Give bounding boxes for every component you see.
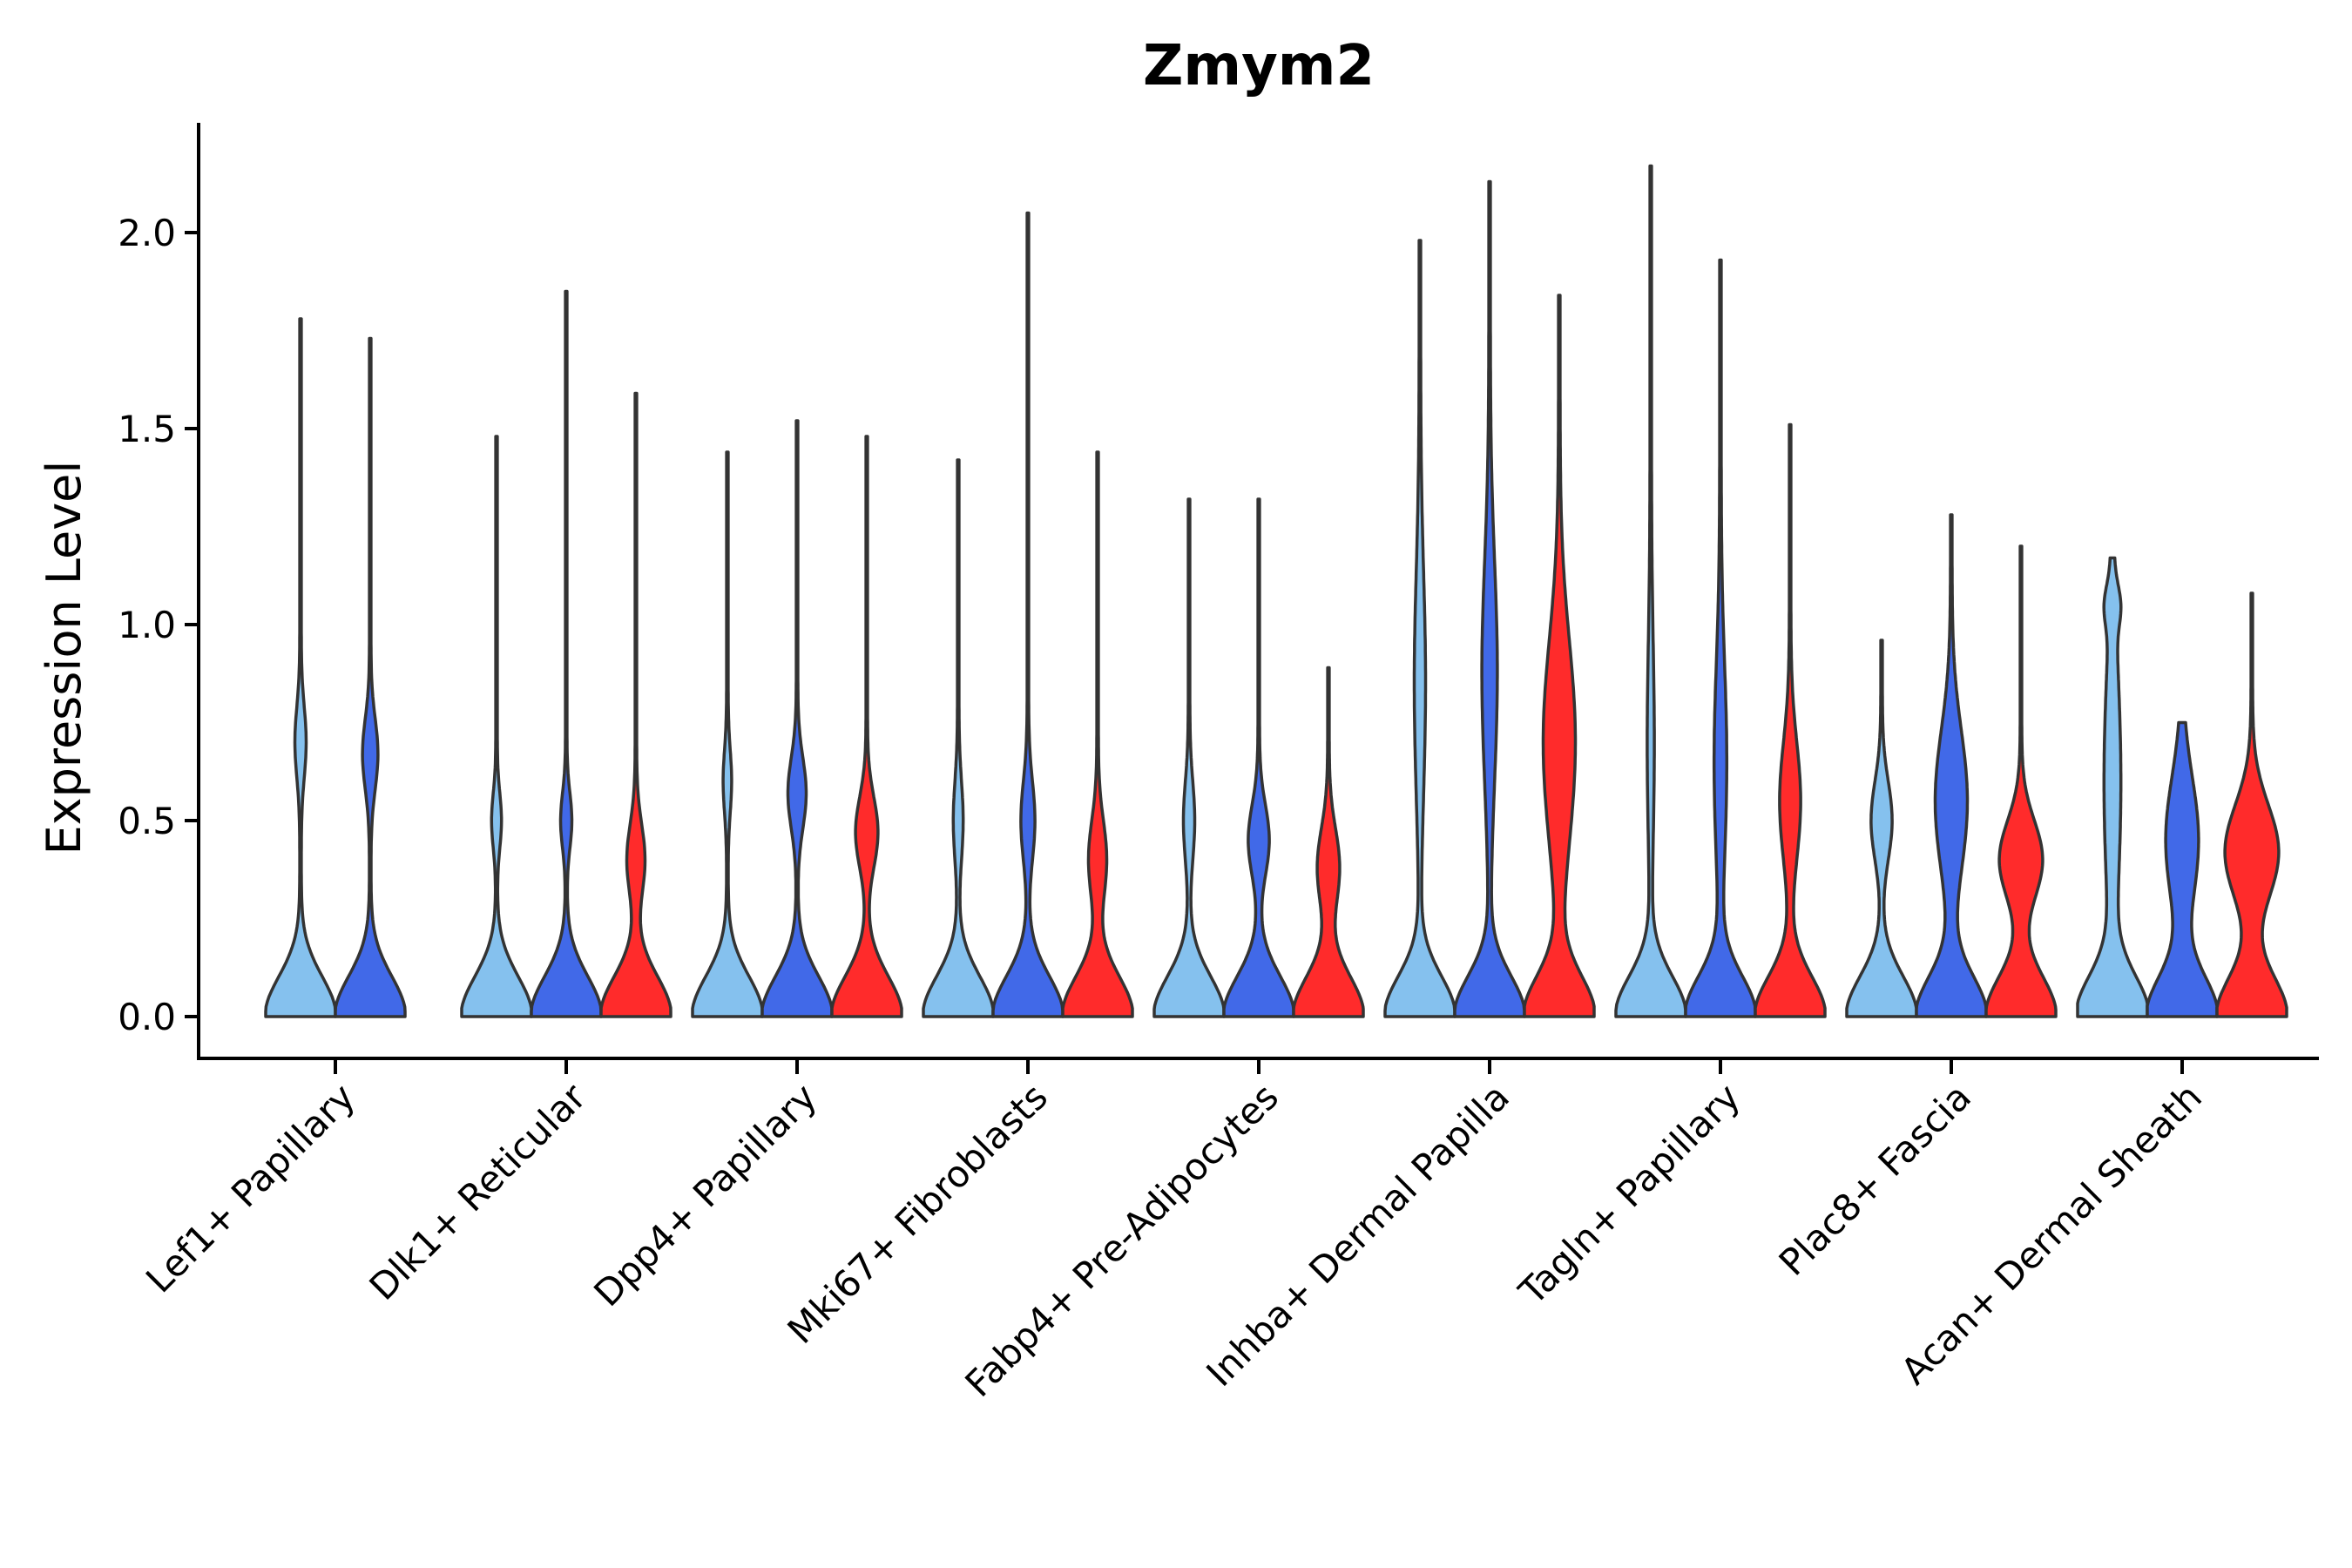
chart-title: Zmym2: [1143, 34, 1375, 98]
x-tick-label: Plac8+ Fascia: [1771, 1075, 1979, 1283]
x-tick-label: Lef1+ Papillary: [138, 1075, 363, 1301]
violin-lef1-papillary-s2: [334, 336, 407, 1018]
violin-mki67-fibroblasts-s1: [922, 458, 995, 1018]
x-tick-label: Dlk1+ Reticular: [362, 1075, 595, 1308]
violin-fabp4-pre-adipocytes-s3: [1292, 666, 1365, 1018]
y-tick-label: 2.0: [118, 212, 176, 254]
violin-dpp4-papillary-s3: [830, 435, 903, 1018]
y-tick-label: 0.0: [118, 996, 176, 1038]
violin-inhba-dermal-papilla-s3: [1523, 294, 1596, 1018]
y-tick-label: 1.5: [118, 408, 176, 450]
violin-plac8-fascia-s2: [1915, 513, 1988, 1018]
violin-mki67-fibroblasts-s2: [991, 211, 1064, 1018]
violin-plac8-fascia-s3: [1984, 544, 2058, 1018]
violin-inhba-dermal-papilla-s2: [1453, 179, 1526, 1018]
violin-fabp4-pre-adipocytes-s1: [1152, 497, 1226, 1018]
violin-acan-dermal-sheath-s3: [2215, 591, 2288, 1018]
violin-fabp4-pre-adipocytes-s2: [1222, 497, 1295, 1018]
violin-tagln-papillary-s2: [1684, 258, 1757, 1018]
violin-dpp4-papillary-s2: [760, 419, 834, 1018]
violin-tagln-papillary-s1: [1614, 164, 1687, 1018]
y-tick-label: 0.5: [118, 800, 176, 842]
violin-dlk1-reticular-s3: [599, 391, 672, 1018]
y-axis-label: Expression Level: [37, 461, 91, 855]
violin-lef1-papillary-s1: [264, 317, 337, 1018]
violin-acan-dermal-sheath-s2: [2146, 720, 2219, 1018]
violin-dpp4-papillary-s1: [691, 450, 764, 1018]
y-tick-label: 1.0: [118, 604, 176, 646]
violin-plac8-fascia-s1: [1845, 639, 1918, 1018]
x-tick-label: Dpp4+ Papillary: [585, 1075, 825, 1315]
violin-tagln-papillary-s3: [1754, 422, 1827, 1018]
violin-acan-dermal-sheath-s1: [2076, 556, 2149, 1018]
violin-dlk1-reticular-s1: [460, 435, 533, 1018]
violin-dlk1-reticular-s2: [530, 289, 603, 1018]
x-tick-label: Tagln+ Papillary: [1511, 1075, 1748, 1313]
violin-mki67-fibroblasts-s3: [1061, 450, 1134, 1018]
violin-inhba-dermal-papilla-s1: [1383, 239, 1456, 1018]
x-tick-label: Mki67+ Fibroblasts: [780, 1075, 1056, 1351]
violin-layer: [264, 164, 2288, 1018]
y-axis-ticks: 0.0 0.5 1.0 1.5 2.0: [118, 212, 199, 1038]
